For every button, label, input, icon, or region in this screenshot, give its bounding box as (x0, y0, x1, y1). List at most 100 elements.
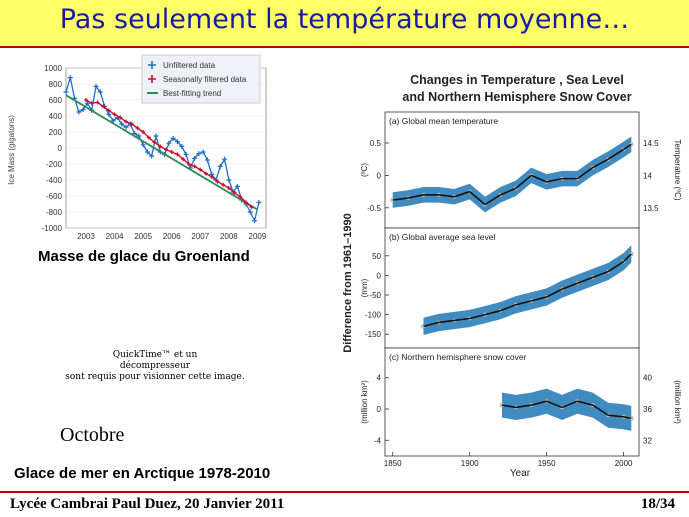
smoothed-curve (501, 400, 632, 420)
greenland-y-tick-label: -800 (46, 208, 63, 217)
left-tick-label: 0 (377, 271, 382, 280)
unfiltered-data-point (93, 83, 99, 89)
filtered-data-point (112, 112, 117, 117)
greenland-y-axis-label: Ice Mass (gigatons) (7, 115, 16, 185)
filtered-data-point (124, 119, 128, 124)
panel-label: (a) Global mean temperature (389, 116, 498, 126)
unfiltered-data-point (106, 111, 112, 117)
ipcc-panel-b: (b) Global average sea level 50 0 -50 -100 -1… (360, 227, 640, 349)
left-tick-label: -150 (365, 330, 382, 339)
ipcc-chart: Changes in Temperature , Sea Level and N… (342, 73, 682, 479)
unfiltered-data-point (67, 75, 73, 81)
unfiltered-data-point (76, 109, 82, 115)
legend-entry: Best-fitting trend (163, 89, 221, 98)
greenland-x-tick-label: 2007 (191, 232, 209, 241)
left-tick-label: -4 (374, 436, 382, 445)
greenland-x-tick-label: 2004 (106, 232, 124, 241)
unfiltered-data-point (179, 143, 185, 149)
greenland-y-tick-label: 1000 (44, 64, 62, 73)
panel-frame (384, 227, 640, 349)
uncertainty-band (423, 245, 632, 335)
legend-marker (148, 61, 156, 69)
left-tick-label: -0.5 (367, 204, 381, 213)
footer-rule (0, 491, 689, 493)
unfiltered-data-point (226, 177, 232, 183)
smoothed-curve (423, 253, 632, 328)
filtered-data-point (192, 164, 197, 169)
filtered-data-point (135, 126, 140, 130)
filtered-data-point (106, 108, 111, 113)
unfiltered-data-point (153, 133, 159, 139)
title-bar (0, 0, 689, 48)
legend-entry: Unfiltered data (163, 61, 216, 70)
greenland-caption: Masse de glace du Groenland (38, 248, 250, 265)
filtered-data-point (169, 150, 174, 154)
unfiltered-data-point (196, 151, 202, 157)
greenland-y-tick-label: 400 (49, 112, 63, 121)
left-tick-label: -50 (369, 291, 381, 300)
left-tick-label: 50 (372, 252, 381, 261)
filtered-data-point (146, 135, 151, 140)
panel-label: (c) Northern hemisphere snow cover (389, 352, 527, 362)
right-unit-label: Temperature (ºC) (673, 139, 682, 200)
right-tick-label: 14.5 (643, 139, 659, 148)
unfiltered-data-point (97, 89, 103, 95)
legend-entry: Seasonally filtered data (163, 75, 247, 84)
panel-label: (b) Global average sea level (389, 232, 495, 242)
unfiltered-data-point (80, 107, 86, 113)
greenland-y-ticks: 1000 800 600 400 200 0 -200 -400 -600 -800 -1000 (42, 64, 63, 233)
greenland-y-tick-label: 800 (49, 80, 63, 89)
unfiltered-data-point (140, 142, 146, 148)
filtered-data-point (238, 194, 243, 199)
greenland-y-tick-label: -400 (46, 176, 63, 185)
unfiltered-data-point (204, 157, 210, 163)
ipcc-shared-y-label: Difference from 1961–1990 (342, 213, 354, 352)
filtered-data-point (152, 140, 157, 145)
unfiltered-data-point (63, 89, 69, 95)
left-tick-label: -100 (365, 311, 382, 320)
x-tick-label: 1900 (461, 459, 479, 468)
legend-marker (148, 75, 156, 83)
filtered-data-point (84, 98, 88, 102)
ipcc-panel-c: (c) Northern hemisphere snow cover40-4(m… (360, 347, 682, 457)
unfiltered-data-point (200, 149, 206, 155)
unfiltered-data-point (222, 156, 228, 162)
greenland-x-tick-label: 2003 (77, 232, 95, 241)
left-unit-label: (million km²) (360, 380, 369, 424)
unfiltered-data-point (192, 155, 198, 161)
footer-left: Lycée Cambrai Paul Duez, 20 Janvier 2011 (10, 496, 285, 512)
greenland-y-tick-label: 0 (58, 144, 63, 153)
filtered-data-point (118, 115, 123, 120)
unfiltered-data-point (149, 153, 155, 159)
slide-title: Pas seulement la température moyenne… (59, 4, 630, 35)
greenland-x-tick-label: 2006 (163, 232, 181, 241)
greenland-y-tick-label: 200 (49, 128, 63, 137)
right-tick-label: 14 (643, 171, 652, 180)
greenland-x-tick-label: 2008 (220, 232, 238, 241)
ipcc-title-line-1: Changes in Temperature , Sea Level (410, 73, 624, 87)
x-tick-label: 1950 (538, 459, 556, 468)
filtered-data-point (249, 205, 254, 210)
footer-page-number: 18/34 (640, 496, 675, 512)
filtered-data-point (226, 186, 231, 190)
right-unit-label: (million km²) (673, 380, 682, 424)
filtered-data-point (232, 190, 237, 195)
right-tick-label: 13.5 (643, 204, 659, 213)
filtered-data-point (244, 200, 248, 205)
ipcc-panel-a: (a) Global mean temperature 0.5 0 -0.5 (ºC) 1… (360, 111, 682, 229)
filtered-data-point (198, 167, 203, 172)
october-label: Octobre (60, 424, 125, 446)
greenland-x-tick-label: 2005 (134, 232, 152, 241)
best-fitting-trend-line (65, 94, 258, 211)
quicktime-line-2: décompresseur (119, 361, 191, 371)
filtered-data-point (164, 147, 168, 152)
greenland-ice-chart: 1000 800 600 400 200 0 -200 -400 -600 -800 -1000 2… (7, 54, 267, 241)
unfiltered-data-point (170, 135, 176, 141)
smoothed-curve (392, 143, 632, 206)
ipcc-x-ticks: 1850 1900 1950 2000 (384, 452, 633, 468)
x-tick-label: 1850 (384, 459, 402, 468)
unfiltered-data-point (252, 218, 258, 224)
greenland-x-ticks: 2003 2004 2005 2006 2007 2008 2009 (77, 232, 267, 241)
right-tick-label: 36 (643, 405, 652, 414)
arctic-caption: Glace de mer en Arctique 1978-2010 (14, 465, 271, 482)
